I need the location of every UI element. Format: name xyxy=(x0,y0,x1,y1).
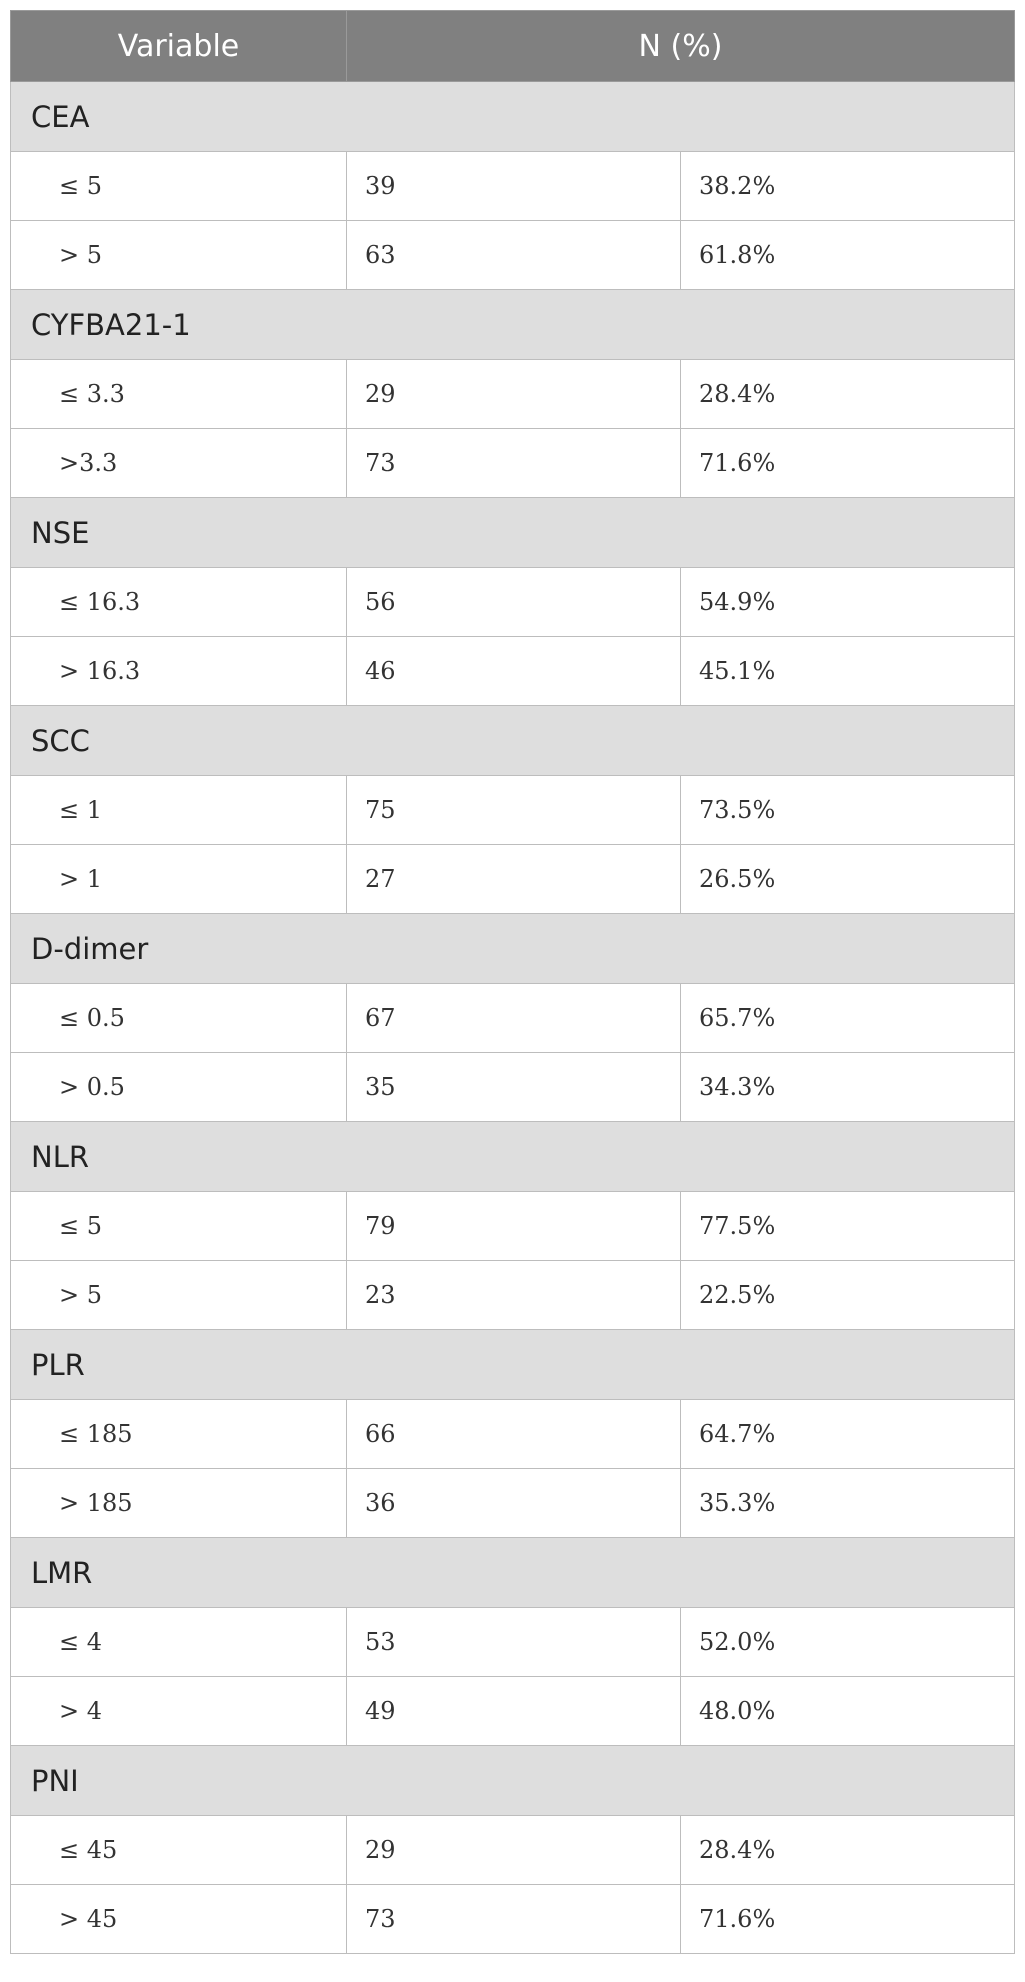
category-cell: ≤ 16.3 xyxy=(10,567,347,637)
category-cell: > 4 xyxy=(10,1676,347,1746)
table-row: ≤ 1 75 73.5% xyxy=(10,775,1015,845)
category-cell: ≤ 5 xyxy=(10,1191,347,1261)
table-row: > 4 49 48.0% xyxy=(10,1676,1015,1746)
group-label: LMR xyxy=(10,1537,1015,1608)
category-cell: > 45 xyxy=(10,1884,347,1954)
table-row: > 5 63 61.8% xyxy=(10,220,1015,290)
category-cell: ≤ 0.5 xyxy=(10,983,347,1053)
group-row: CEA xyxy=(10,81,1015,152)
table-row: ≤ 45 29 28.4% xyxy=(10,1815,1015,1885)
count-cell: 39 xyxy=(346,151,681,221)
count-cell: 79 xyxy=(346,1191,681,1261)
count-cell: 29 xyxy=(346,359,681,429)
percent-cell: 77.5% xyxy=(680,1191,1015,1261)
variable-distribution-table-wrapper: Variable N (%) CEA ≤ 5 39 38.2% > 5 63 61.8% CY… xyxy=(10,10,1015,1954)
variable-distribution-table: Variable N (%) CEA ≤ 5 39 38.2% > 5 63 61.8% CY… xyxy=(10,10,1015,1954)
count-cell: 67 xyxy=(346,983,681,1053)
group-row: D-dimer xyxy=(10,913,1015,984)
count-cell: 23 xyxy=(346,1260,681,1330)
header-variable: Variable xyxy=(10,10,347,82)
category-cell: ≤ 1 xyxy=(10,775,347,845)
category-cell: >3.3 xyxy=(10,428,347,498)
percent-cell: 71.6% xyxy=(680,1884,1015,1954)
count-cell: 73 xyxy=(346,428,681,498)
table-row: > 5 23 22.5% xyxy=(10,1260,1015,1330)
count-cell: 75 xyxy=(346,775,681,845)
table-row: > 185 36 35.3% xyxy=(10,1468,1015,1538)
percent-cell: 71.6% xyxy=(680,428,1015,498)
percent-cell: 65.7% xyxy=(680,983,1015,1053)
count-cell: 53 xyxy=(346,1607,681,1677)
group-row: CYFBA21-1 xyxy=(10,289,1015,360)
percent-cell: 22.5% xyxy=(680,1260,1015,1330)
table-body: CEA ≤ 5 39 38.2% > 5 63 61.8% CYFBA21-1 ≤ 3.3 29 2… xyxy=(10,81,1015,1954)
table-row: ≤ 3.3 29 28.4% xyxy=(10,359,1015,429)
group-label: NLR xyxy=(10,1121,1015,1192)
count-cell: 56 xyxy=(346,567,681,637)
count-cell: 63 xyxy=(346,220,681,290)
count-cell: 36 xyxy=(346,1468,681,1538)
group-label: PNI xyxy=(10,1745,1015,1816)
table-row: ≤ 185 66 64.7% xyxy=(10,1399,1015,1469)
percent-cell: 35.3% xyxy=(680,1468,1015,1538)
group-label: CEA xyxy=(10,81,1015,152)
percent-cell: 61.8% xyxy=(680,220,1015,290)
table-row: ≤ 16.3 56 54.9% xyxy=(10,567,1015,637)
category-cell: ≤ 45 xyxy=(10,1815,347,1885)
percent-cell: 28.4% xyxy=(680,359,1015,429)
table-row: ≤ 4 53 52.0% xyxy=(10,1607,1015,1677)
table-row: > 0.5 35 34.3% xyxy=(10,1052,1015,1122)
table-row: ≤ 5 79 77.5% xyxy=(10,1191,1015,1261)
category-cell: > 0.5 xyxy=(10,1052,347,1122)
table-row: ≤ 5 39 38.2% xyxy=(10,151,1015,221)
category-cell: > 1 xyxy=(10,844,347,914)
group-row: NSE xyxy=(10,497,1015,568)
table-row: ≤ 0.5 67 65.7% xyxy=(10,983,1015,1053)
count-cell: 35 xyxy=(346,1052,681,1122)
count-cell: 29 xyxy=(346,1815,681,1885)
group-label: SCC xyxy=(10,705,1015,776)
category-cell: ≤ 5 xyxy=(10,151,347,221)
category-cell: > 5 xyxy=(10,220,347,290)
group-row: LMR xyxy=(10,1537,1015,1608)
count-cell: 27 xyxy=(346,844,681,914)
group-label: NSE xyxy=(10,497,1015,568)
table-header-row: Variable N (%) xyxy=(10,10,1015,82)
category-cell: ≤ 3.3 xyxy=(10,359,347,429)
category-cell: > 16.3 xyxy=(10,636,347,706)
group-row: NLR xyxy=(10,1121,1015,1192)
table-row: > 45 73 71.6% xyxy=(10,1884,1015,1954)
percent-cell: 64.7% xyxy=(680,1399,1015,1469)
category-cell: ≤ 4 xyxy=(10,1607,347,1677)
table-row: > 1 27 26.5% xyxy=(10,844,1015,914)
group-label: PLR xyxy=(10,1329,1015,1400)
percent-cell: 28.4% xyxy=(680,1815,1015,1885)
table-row: >3.3 73 71.6% xyxy=(10,428,1015,498)
group-row: PLR xyxy=(10,1329,1015,1400)
percent-cell: 73.5% xyxy=(680,775,1015,845)
percent-cell: 38.2% xyxy=(680,151,1015,221)
percent-cell: 26.5% xyxy=(680,844,1015,914)
group-label: D-dimer xyxy=(10,913,1015,984)
count-cell: 46 xyxy=(346,636,681,706)
percent-cell: 34.3% xyxy=(680,1052,1015,1122)
group-row: SCC xyxy=(10,705,1015,776)
group-row: PNI xyxy=(10,1745,1015,1816)
category-cell: ≤ 185 xyxy=(10,1399,347,1469)
percent-cell: 45.1% xyxy=(680,636,1015,706)
category-cell: > 185 xyxy=(10,1468,347,1538)
percent-cell: 48.0% xyxy=(680,1676,1015,1746)
percent-cell: 54.9% xyxy=(680,567,1015,637)
count-cell: 73 xyxy=(346,1884,681,1954)
header-n-percent: N (%) xyxy=(346,10,1015,82)
count-cell: 66 xyxy=(346,1399,681,1469)
percent-cell: 52.0% xyxy=(680,1607,1015,1677)
group-label: CYFBA21-1 xyxy=(10,289,1015,360)
table-row: > 16.3 46 45.1% xyxy=(10,636,1015,706)
count-cell: 49 xyxy=(346,1676,681,1746)
category-cell: > 5 xyxy=(10,1260,347,1330)
